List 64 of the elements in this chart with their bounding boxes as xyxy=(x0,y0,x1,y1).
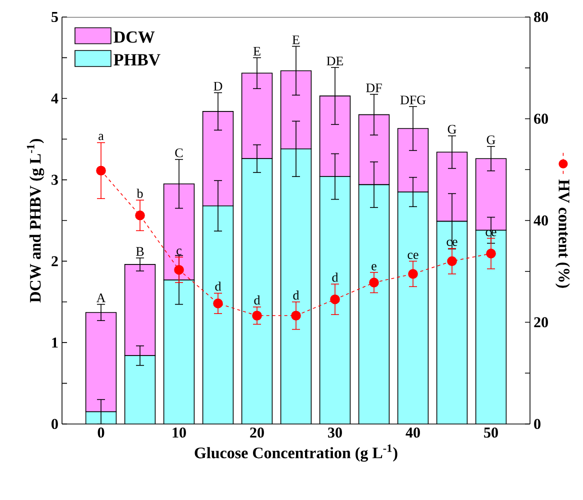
x-tick-label: 0 xyxy=(98,428,104,438)
annotation: d xyxy=(293,290,300,300)
x-tick-label: 40 xyxy=(406,428,420,438)
x-tick-label: 30 xyxy=(328,428,342,438)
bar xyxy=(280,148,312,424)
point xyxy=(291,310,301,321)
y-tick-label: 5 xyxy=(52,12,58,22)
annotation: ce xyxy=(408,252,418,259)
annotation: G xyxy=(486,135,496,144)
annotation: d xyxy=(332,272,338,282)
annotation: A xyxy=(96,294,106,302)
annotation: E xyxy=(292,36,300,44)
y-tick-label: 1 xyxy=(52,338,58,348)
point xyxy=(96,166,106,176)
legend-label: PHBV xyxy=(114,54,160,66)
point xyxy=(486,248,496,258)
y-tick-label: 0 xyxy=(52,418,58,430)
y-tick-label: 3 xyxy=(52,174,58,185)
annotation: D xyxy=(214,82,222,91)
point xyxy=(369,278,379,288)
annotation: DFG xyxy=(400,96,426,104)
point xyxy=(447,256,457,266)
y2-tick-label: 20 xyxy=(534,317,548,328)
x-axis-title: Glucose Concentration (g L$^{-1}$) xyxy=(194,444,398,462)
bar xyxy=(202,206,234,424)
annotation: e xyxy=(372,264,376,270)
annotation: d xyxy=(254,295,260,305)
annotation: c xyxy=(176,248,182,255)
point xyxy=(174,264,184,275)
point xyxy=(330,294,340,304)
y2-tick-label: 0 xyxy=(534,418,540,430)
annotation: E xyxy=(253,46,260,56)
y2-axis-title: HV content (%) xyxy=(555,180,570,288)
bar xyxy=(398,192,428,424)
annotation: C xyxy=(175,148,183,158)
bar xyxy=(320,176,350,424)
y-tick-label: 2 xyxy=(52,256,58,266)
y-tick-label: 4 xyxy=(51,93,58,104)
annotation: b xyxy=(136,188,143,198)
point xyxy=(135,210,145,220)
y2-tick-label: 80 xyxy=(534,12,548,22)
annotation: a xyxy=(98,134,104,140)
annotation: d xyxy=(215,282,222,291)
bar xyxy=(242,158,272,424)
point xyxy=(408,269,418,279)
bar xyxy=(164,280,194,424)
x-tick-label: 50 xyxy=(484,428,498,438)
point xyxy=(252,310,262,321)
y-axis-title: DCW and PHBV (g L$^{-1}$) xyxy=(26,138,44,302)
bar xyxy=(436,221,468,424)
bar xyxy=(86,412,116,424)
bar xyxy=(475,230,507,424)
annotation: DF xyxy=(366,84,382,92)
x-tick-label: 20 xyxy=(250,428,264,438)
y2-tick-label: 40 xyxy=(534,215,548,226)
x-tick-label: 10 xyxy=(172,428,186,438)
bar xyxy=(124,356,156,424)
legend-label: DCW xyxy=(114,31,155,43)
annotation: G xyxy=(448,124,456,134)
y2-tick-label: 60 xyxy=(534,114,548,124)
bar xyxy=(358,184,390,424)
annotation: B xyxy=(136,247,144,256)
annotation: DE xyxy=(326,56,344,66)
point xyxy=(213,298,223,308)
